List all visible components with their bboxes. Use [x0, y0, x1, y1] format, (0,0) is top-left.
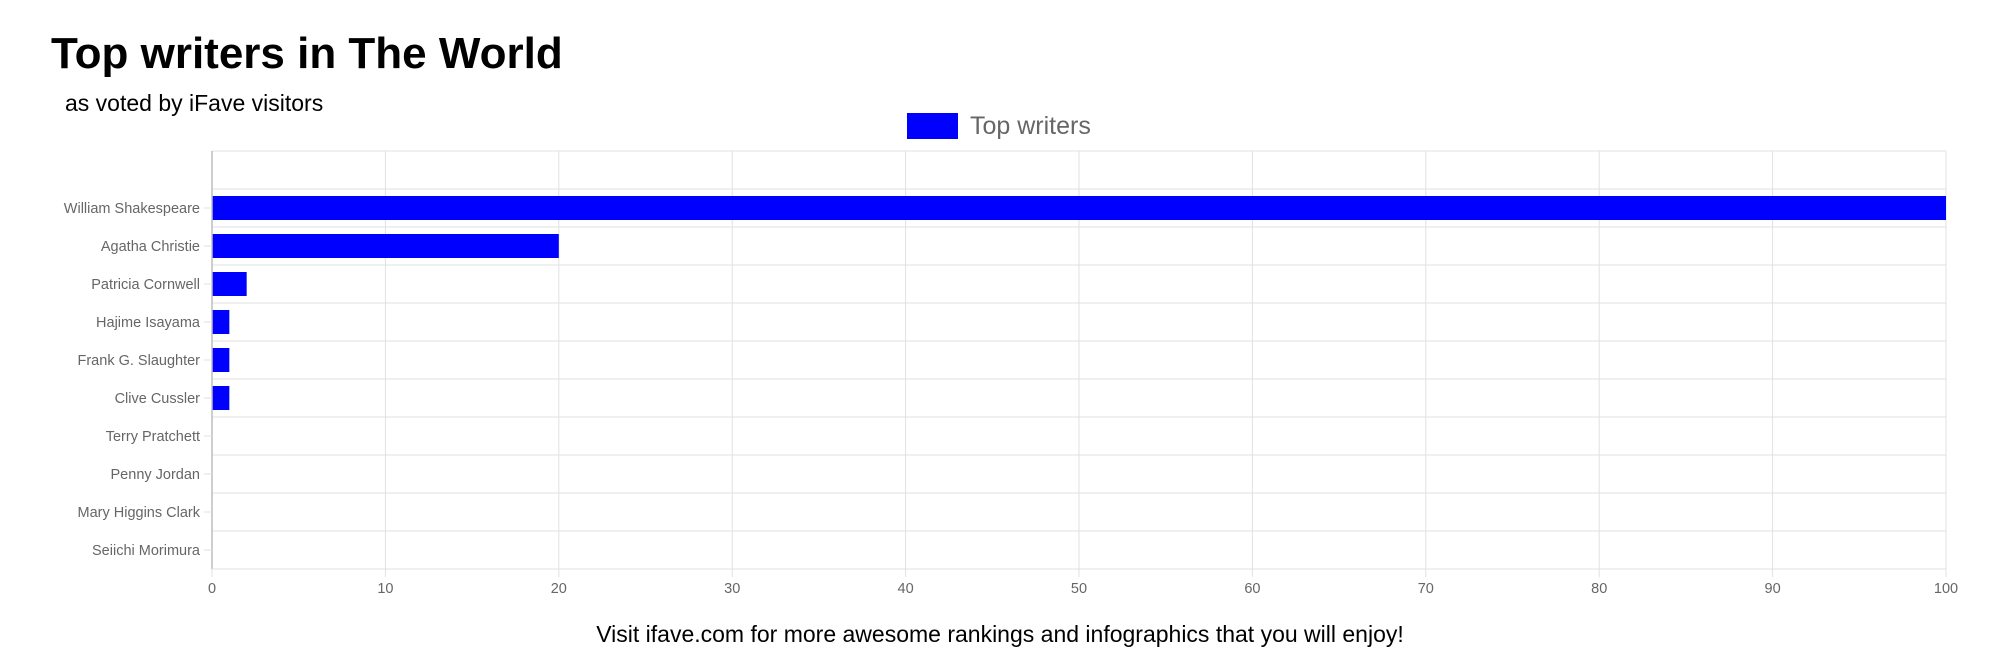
- x-tick-label: 90: [1765, 581, 1781, 597]
- footer-note: Visit ifave.com for more awesome ranking…: [596, 621, 1404, 647]
- legend-label: Top writers: [970, 112, 1091, 140]
- bar: [212, 234, 559, 258]
- bar-chart: Top writers 0 10 20 30 40 50 60 70 80 90 100 Willia…: [64, 112, 1958, 597]
- bar: [212, 196, 1946, 220]
- y-tick-label: Frank G. Slaughter: [78, 353, 201, 369]
- x-tick-label: 30: [724, 581, 740, 597]
- page-title: Top writers in The World: [51, 29, 563, 78]
- y-tick-label: Terry Pratchett: [106, 429, 200, 445]
- x-tick-label: 0: [208, 581, 216, 597]
- x-tick-label: 20: [551, 581, 567, 597]
- y-tick-label: Seiichi Morimura: [92, 543, 201, 559]
- y-tick-label: William Shakespeare: [64, 201, 200, 217]
- x-tick-label: 50: [1071, 581, 1087, 597]
- chart-bars: [212, 196, 1946, 410]
- y-tick-label: Patricia Cornwell: [91, 277, 200, 293]
- x-tick-label: 70: [1418, 581, 1434, 597]
- bar: [212, 386, 230, 410]
- y-tick-label: Clive Cussler: [115, 391, 201, 407]
- y-tick-label: Mary Higgins Clark: [78, 505, 201, 521]
- y-tick-label: Hajime Isayama: [96, 315, 201, 331]
- x-tick-label: 80: [1591, 581, 1607, 597]
- chart-labels: 0 10 20 30 40 50 60 70 80 90 100 William Shakespear…: [64, 201, 1958, 597]
- x-tick-label: 100: [1934, 581, 1958, 597]
- chart-grid: [212, 150, 1947, 570]
- chart-axes: [204, 151, 1947, 577]
- bar: [212, 348, 230, 372]
- page-subtitle: as voted by iFave visitors: [65, 90, 324, 116]
- chart-legend: Top writers: [907, 112, 1091, 140]
- x-tick-label: 60: [1244, 581, 1260, 597]
- x-tick-label: 40: [898, 581, 914, 597]
- y-tick-label: Penny Jordan: [111, 467, 200, 483]
- y-tick-label: Agatha Christie: [101, 239, 200, 255]
- bar: [212, 310, 230, 334]
- legend-swatch: [907, 113, 958, 139]
- bar: [212, 272, 247, 296]
- x-tick-label: 10: [377, 581, 393, 597]
